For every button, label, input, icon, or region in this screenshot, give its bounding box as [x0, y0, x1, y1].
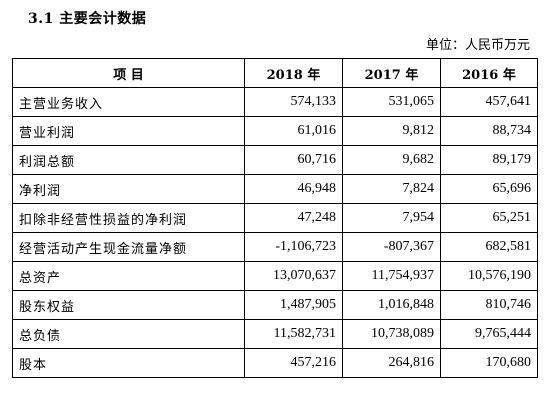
row-value: 7,954 [342, 203, 441, 233]
section-title: 3.1 主要会计数据 [28, 11, 147, 27]
row-value: 11,754,937 [342, 261, 441, 291]
row-label: 总资产 [12, 261, 245, 291]
row-value: -807,367 [342, 232, 441, 262]
row-value: 13,070,637 [244, 261, 343, 291]
header-year-2017: 2017 年 [342, 58, 441, 88]
row-value: 61,016 [244, 116, 343, 146]
row-value: 264,816 [342, 348, 441, 378]
row-label: 经营活动产生现金流量净额 [12, 232, 245, 262]
row-value: 9,765,444 [440, 319, 538, 349]
row-value: 65,251 [440, 203, 538, 233]
row-label: 净利润 [12, 174, 245, 204]
table-row: 经营活动产生现金流量净额 -1,106,723 -807,367 682,581 [12, 232, 538, 262]
financial-data-table: 项 目 2018 年 2017 年 2016 年 主营业务收入 574,133 53… [12, 58, 538, 378]
row-value: -1,106,723 [244, 232, 343, 262]
row-label: 股东权益 [12, 290, 245, 320]
row-label: 股本 [12, 348, 245, 378]
row-label: 主营业务收入 [12, 87, 245, 117]
row-value: 10,738,089 [342, 319, 441, 349]
row-value: 1,016,848 [342, 290, 441, 320]
table-row: 净利润 46,948 7,824 65,696 [12, 174, 538, 204]
unit-note: 单位：人民币万元 [425, 38, 530, 53]
header-year-2016: 2016 年 [440, 58, 538, 88]
row-label: 总负债 [12, 319, 245, 349]
row-label: 营业利润 [12, 116, 245, 146]
row-value: 60,716 [244, 145, 343, 175]
table-header-row: 项 目 2018 年 2017 年 2016 年 [12, 58, 538, 88]
table-row: 利润总额 60,716 9,682 89,179 [12, 145, 538, 175]
row-value: 531,065 [342, 87, 441, 117]
row-value: 9,682 [342, 145, 441, 175]
row-value: 574,133 [244, 87, 343, 117]
table-row: 总资产 13,070,637 11,754,937 10,576,190 [12, 261, 538, 291]
table-row: 股东权益 1,487,905 1,016,848 810,746 [12, 290, 538, 320]
table-row: 总负债 11,582,731 10,738,089 9,765,444 [12, 319, 538, 349]
row-value: 1,487,905 [244, 290, 343, 320]
row-value: 457,216 [244, 348, 343, 378]
row-value: 170,680 [440, 348, 538, 378]
row-value: 457,641 [440, 87, 538, 117]
row-value: 89,179 [440, 145, 538, 175]
row-value: 65,696 [440, 174, 538, 204]
table-row: 主营业务收入 574,133 531,065 457,641 [12, 87, 538, 117]
row-value: 10,576,190 [440, 261, 538, 291]
table-row: 股本 457,216 264,816 170,680 [12, 348, 538, 378]
table-row: 扣除非经营性损益的净利润 47,248 7,954 65,251 [12, 203, 538, 233]
row-label: 利润总额 [12, 145, 245, 175]
row-value: 7,824 [342, 174, 441, 204]
row-value: 9,812 [342, 116, 441, 146]
row-value: 47,248 [244, 203, 343, 233]
header-item: 项 目 [12, 58, 245, 88]
row-value: 682,581 [440, 232, 538, 262]
header-year-2018: 2018 年 [244, 58, 343, 88]
row-value: 88,734 [440, 116, 538, 146]
table-row: 营业利润 61,016 9,812 88,734 [12, 116, 538, 146]
row-label: 扣除非经营性损益的净利润 [12, 203, 245, 233]
row-value: 11,582,731 [244, 319, 343, 349]
row-value: 810,746 [440, 290, 538, 320]
row-value: 46,948 [244, 174, 343, 204]
